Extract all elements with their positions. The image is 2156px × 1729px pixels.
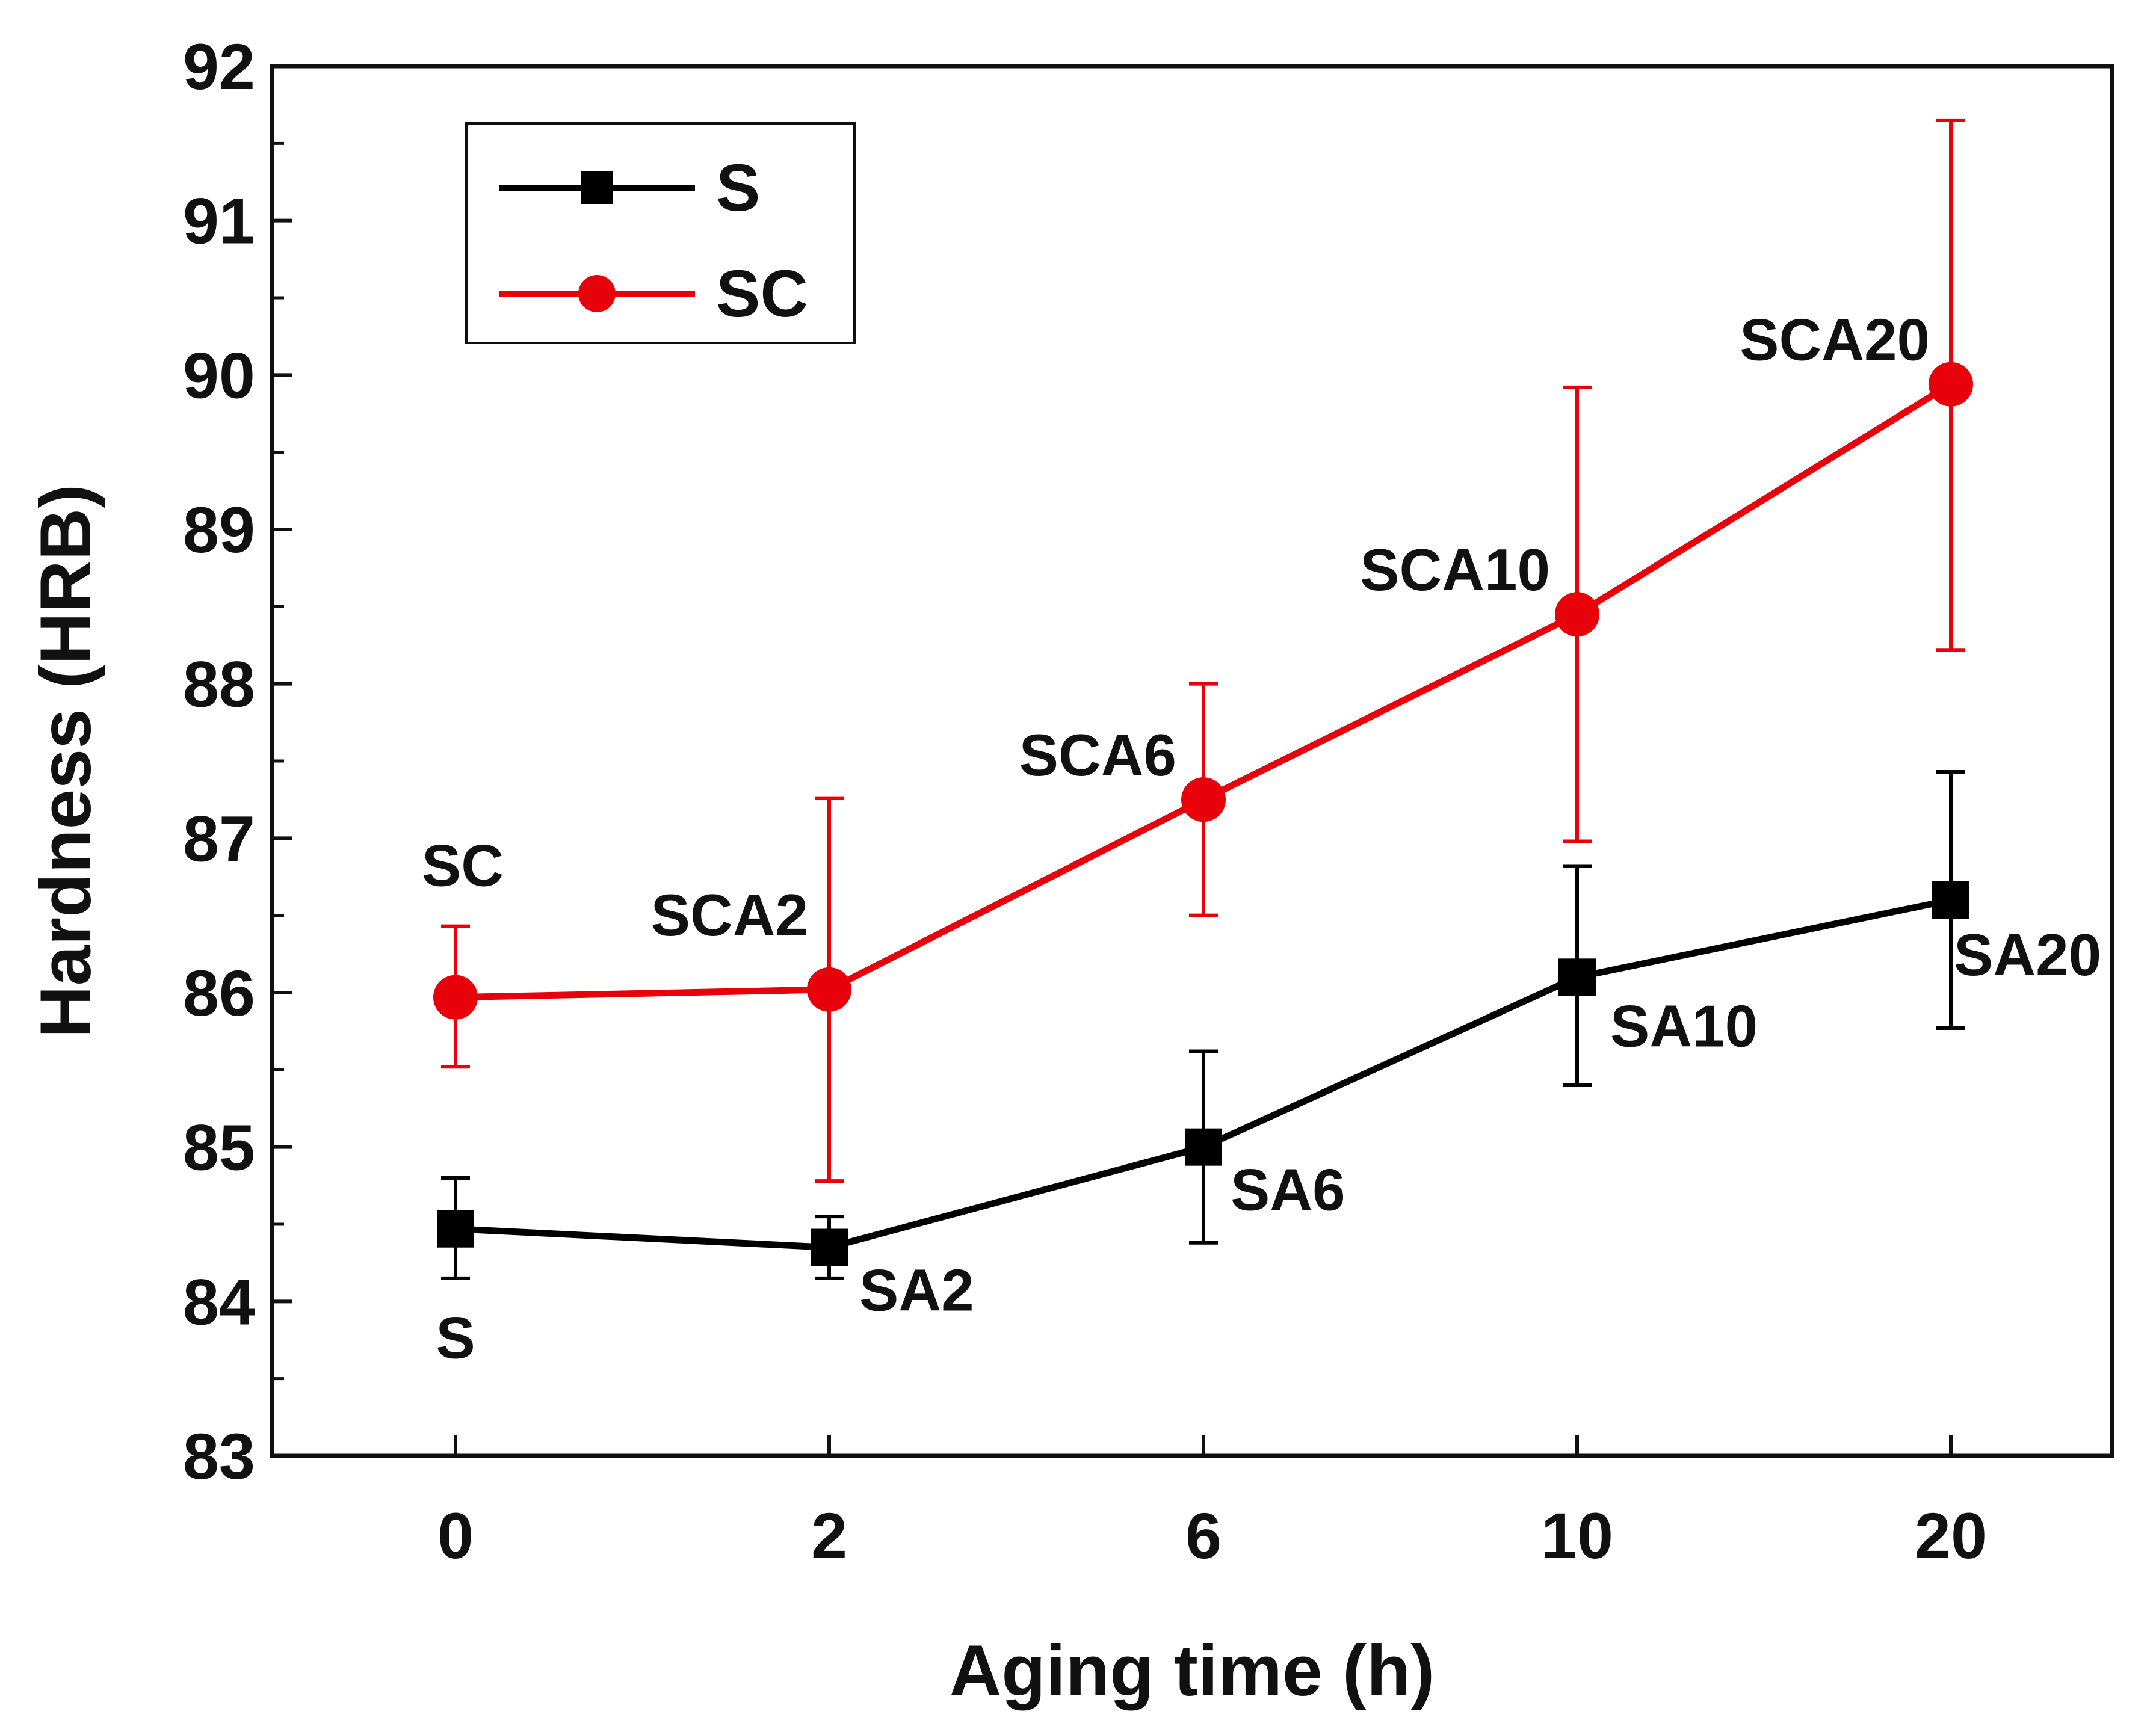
- x-tick-label: 0: [437, 1499, 474, 1572]
- y-axis: 83 84 85 86 87 88 89 90 91 92: [183, 30, 292, 1493]
- y-tick-label: 86: [183, 957, 255, 1029]
- y-tick-label: 92: [183, 30, 255, 103]
- x-tick-label: 6: [1185, 1499, 1222, 1572]
- data-point-circle: [807, 967, 851, 1012]
- data-point-circle: [433, 975, 478, 1020]
- x-tick-label: 2: [811, 1499, 847, 1572]
- data-point-square: [811, 1228, 848, 1266]
- data-point-circle: [1929, 362, 1973, 407]
- series-layer: SC SCA2 SCA6 SCA10 SCA20 S SA2 SA6 SA10 SA20: [422, 118, 2101, 1371]
- point-label: SCA2: [651, 882, 808, 948]
- legend-marker-sc: [578, 275, 616, 312]
- y-axis-title: Hardness (HRB): [25, 484, 106, 1038]
- point-label: S: [436, 1305, 475, 1371]
- data-point-circle: [1181, 777, 1226, 822]
- x-tick-label: 10: [1541, 1499, 1613, 1572]
- series-sc: SC SCA2 SCA6 SCA10 SCA20: [422, 118, 1973, 1183]
- point-label: SA6: [1231, 1157, 1345, 1223]
- series-s: S SA2 SA6 SA10 SA20: [436, 769, 2101, 1371]
- y-tick-label: 88: [183, 648, 255, 721]
- y-tick-label: 85: [183, 1111, 255, 1184]
- y-tick-label: 89: [183, 493, 255, 566]
- y-tick-label: 83: [183, 1420, 255, 1493]
- y-tick-label: 91: [183, 185, 255, 257]
- x-axis-title: Aging time (h): [950, 1630, 1435, 1711]
- data-point-square: [1932, 881, 1969, 919]
- point-label: SC: [422, 833, 504, 899]
- legend-label-sc: SC: [716, 257, 808, 331]
- legend: S SC: [465, 122, 856, 344]
- y-tick-label: 84: [183, 1265, 255, 1338]
- point-label: SCA10: [1360, 537, 1550, 603]
- point-label: SA10: [1610, 993, 1758, 1059]
- point-label: SA20: [1954, 922, 2101, 988]
- legend-label-s: S: [716, 151, 760, 225]
- data-point-square: [1185, 1128, 1222, 1166]
- point-label: SA2: [859, 1257, 974, 1324]
- point-label: SCA20: [1740, 307, 1930, 373]
- legend-marker-s: [581, 171, 613, 204]
- point-label: SCA6: [1019, 722, 1176, 788]
- data-point-circle: [1555, 592, 1599, 637]
- y-tick-label: 90: [183, 339, 255, 411]
- y-tick-label: 87: [183, 802, 255, 875]
- x-axis: 0 2 6 10 20: [437, 1435, 1987, 1572]
- x-tick-label: 20: [1915, 1499, 1987, 1572]
- data-point-square: [1558, 958, 1596, 996]
- data-point-square: [437, 1210, 474, 1248]
- legend-box: [465, 122, 856, 344]
